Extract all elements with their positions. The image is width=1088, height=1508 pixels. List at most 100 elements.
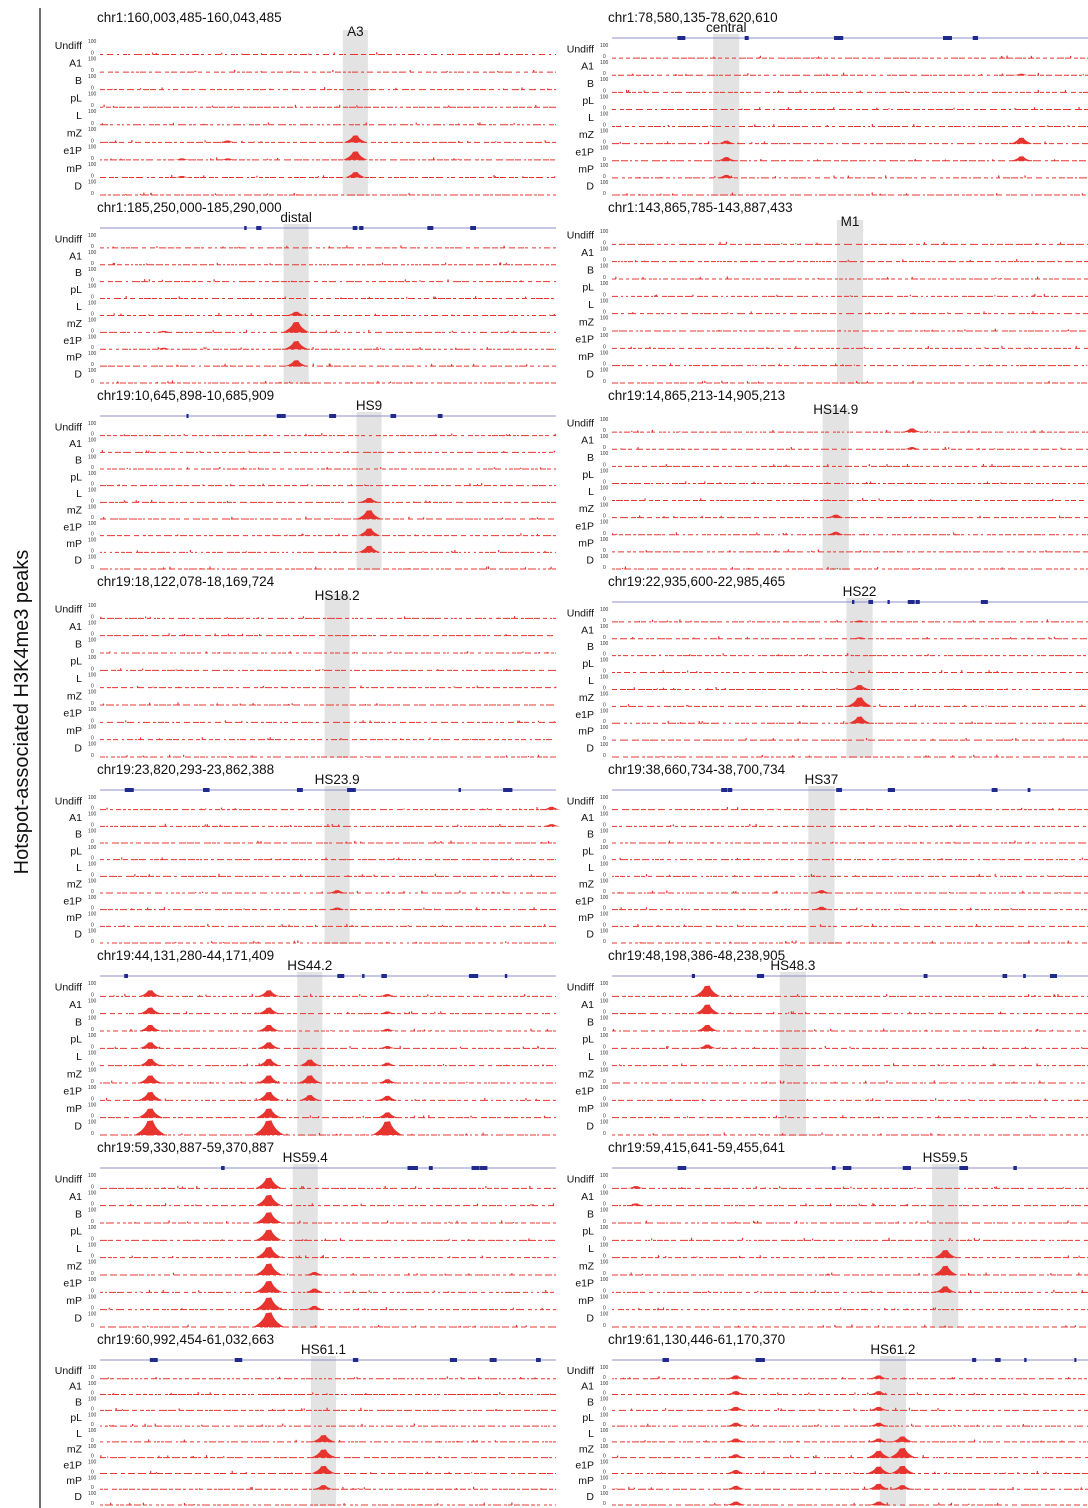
signal-noise-tick [869, 481, 872, 484]
signal-noise-tick [538, 652, 540, 653]
signal-noise-tick [754, 1221, 756, 1223]
signal-noise-tick [922, 620, 924, 622]
signal-noise-tick [447, 279, 449, 282]
track-scale-max-label: 100 [88, 233, 97, 239]
signal-noise-tick [668, 840, 671, 843]
signal-noise-tick [1000, 56, 1002, 59]
side-axis-label: Hotspot-associated H3K4me3 peaks [11, 550, 33, 875]
signal-peak [868, 1422, 889, 1427]
signal-noise-tick [201, 1424, 203, 1427]
signal-noise-tick [455, 347, 457, 350]
signal-noise-tick [393, 857, 395, 860]
track-scale-max-label: 100 [88, 1173, 97, 1179]
signal-noise-tick [154, 1423, 156, 1427]
signal-noise-tick [324, 1238, 326, 1241]
signal-noise-tick [866, 808, 868, 810]
signal-noise-tick [360, 841, 362, 843]
signal-noise-tick [360, 685, 362, 688]
signal-noise-tick [163, 1187, 165, 1189]
track-scale-max-label: 100 [88, 488, 97, 494]
signal-peak [257, 1042, 280, 1049]
signal-noise-tick [835, 363, 837, 366]
signal-noise-tick [944, 446, 946, 450]
signal-noise-tick [241, 53, 243, 55]
signal-noise-tick [652, 1133, 654, 1135]
track-scale-min-label: 0 [603, 1288, 606, 1294]
signal-noise-tick [797, 1440, 799, 1442]
track-label: Undiff [567, 418, 594, 430]
signal-noise-tick [895, 1407, 897, 1411]
gene-exon-block [1002, 974, 1008, 978]
signal-peak [256, 1091, 282, 1101]
track-label: pL [582, 95, 594, 107]
signal-noise-tick [792, 1011, 794, 1014]
track-label: mP [66, 1103, 82, 1115]
track-scale-min-label: 0 [603, 157, 606, 163]
signal-noise-tick [512, 1222, 515, 1223]
signal-noise-tick [938, 1133, 940, 1135]
signal-noise-tick [834, 1081, 836, 1083]
signal-noise-tick [331, 1308, 333, 1310]
signal-noise-tick [149, 616, 151, 619]
signal-noise-tick [905, 90, 907, 93]
signal-noise-tick [245, 1472, 247, 1474]
track-label: A1 [581, 435, 594, 447]
track-label: e1P [63, 895, 82, 907]
gene-exon-block [972, 36, 979, 40]
signal-noise-tick [468, 1239, 470, 1241]
signal-noise-tick [707, 141, 710, 144]
signal-noise-tick [214, 193, 217, 195]
track-label: A1 [69, 621, 82, 633]
track-scale-max-label: 100 [600, 1068, 609, 1074]
signal-noise-tick [304, 313, 306, 316]
track-scale-max-label: 100 [600, 928, 609, 934]
signal-noise-tick [945, 1472, 947, 1474]
signal-noise-tick [195, 634, 197, 636]
signal-peak [866, 1466, 891, 1474]
signal-noise-tick [827, 464, 829, 467]
signal-peak [826, 531, 846, 535]
signal-peak [867, 1483, 890, 1490]
track-label: L [588, 862, 594, 874]
signal-noise-tick [997, 1502, 999, 1505]
signal-noise-tick [437, 1503, 439, 1505]
gene-exon-block [203, 788, 210, 792]
signal-noise-tick [994, 1186, 996, 1189]
signal-noise-tick [365, 122, 367, 125]
track-scale-max-label: 100 [88, 57, 97, 63]
signal-noise-tick [451, 433, 453, 436]
track-label: mP [578, 1103, 594, 1115]
track-scale-min-label: 0 [603, 669, 606, 675]
signal-noise-tick [692, 294, 694, 297]
track-scale-min-label: 0 [91, 51, 94, 57]
signal-noise-tick [834, 1324, 836, 1327]
signal-noise-tick [836, 619, 838, 622]
track-scale-min-label: 0 [603, 71, 606, 77]
signal-noise-tick [503, 451, 505, 453]
signal-noise-tick [737, 142, 739, 144]
track-scale-max-label: 100 [600, 691, 609, 697]
signal-noise-tick [1058, 892, 1060, 893]
signal-noise-tick [123, 500, 125, 503]
signal-noise-tick [357, 1308, 360, 1310]
track-label: D [586, 554, 594, 566]
signal-noise-tick [324, 87, 326, 90]
track-label: Undiff [55, 1365, 82, 1377]
signal-noise-tick [1067, 1220, 1069, 1223]
signal-noise-tick [224, 363, 226, 367]
signal-noise-tick [795, 940, 797, 943]
signal-noise-tick [726, 381, 729, 383]
signal-noise-tick [319, 669, 321, 671]
signal-noise-tick [686, 1116, 689, 1118]
signal-noise-tick [258, 669, 260, 671]
signal-noise-tick [1004, 1472, 1007, 1474]
signal-peak [255, 1229, 283, 1241]
signal-noise-tick [178, 686, 180, 688]
signal-noise-tick [508, 434, 511, 436]
signal-noise-tick [155, 52, 157, 55]
signal-peak [847, 716, 872, 724]
